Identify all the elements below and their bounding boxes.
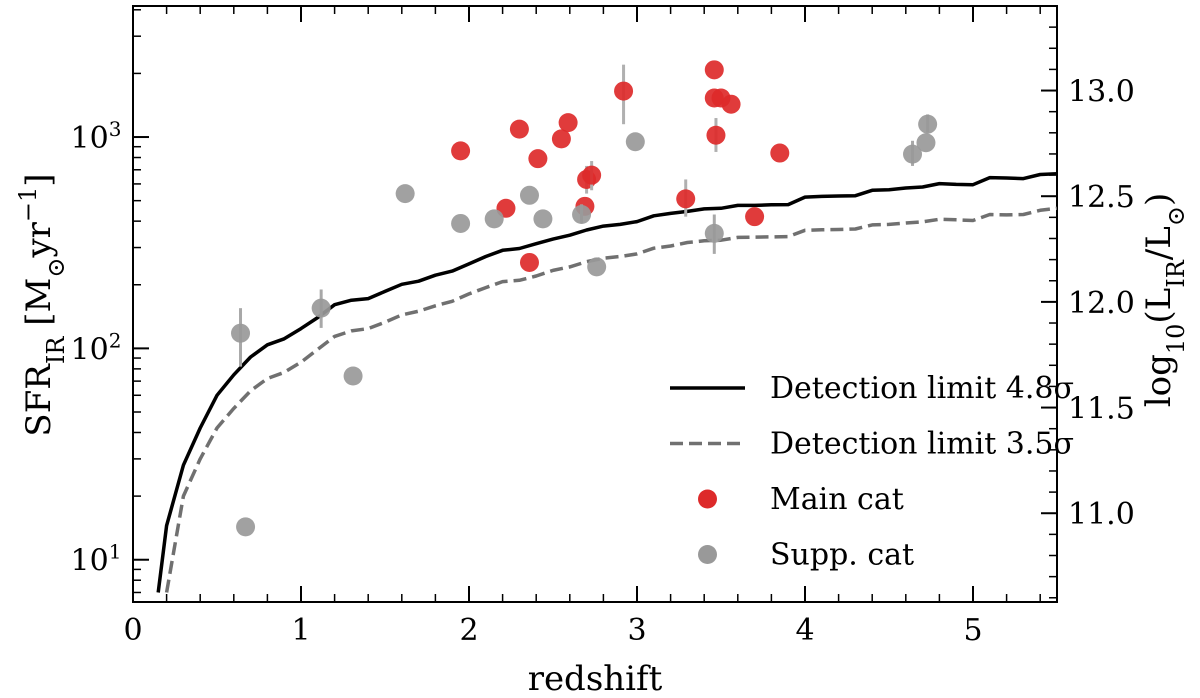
- legend-label-det48: Detection limit 4.8σ: [770, 371, 1074, 406]
- point-main: [551, 129, 571, 149]
- y-right-tick-label: 13.0: [1068, 75, 1135, 110]
- y-tick-label: 103: [71, 117, 122, 156]
- point-supp: [236, 517, 256, 537]
- point-supp: [587, 257, 607, 277]
- x-tick-label: 1: [291, 613, 310, 648]
- point-supp: [903, 144, 923, 164]
- plot-frame: [132, 5, 1058, 603]
- point-main: [558, 113, 578, 133]
- x-tick-label: 2: [459, 613, 478, 648]
- point-main: [528, 149, 548, 169]
- point-supp: [918, 114, 938, 134]
- point-supp: [625, 132, 645, 152]
- point-supp: [916, 133, 936, 153]
- x-tick-label: 0: [123, 613, 142, 648]
- legend-label-main: Main cat: [770, 482, 904, 517]
- point-supp: [451, 213, 471, 233]
- point-main: [582, 165, 602, 185]
- point-main: [706, 125, 726, 145]
- y-right-tick-label: 12.0: [1068, 286, 1135, 321]
- legend-swatch-main: [698, 489, 717, 509]
- x-tick-label: 5: [963, 613, 982, 648]
- tick-labels: 0 1 2 3 4 5 101 102 103 11.0 11.5 12.0 12.5 13.0: [71, 75, 1135, 648]
- point-main: [451, 141, 471, 161]
- point-main: [519, 252, 539, 272]
- point-supp: [519, 185, 539, 205]
- point-main: [614, 81, 634, 101]
- axis-ticks: [132, 5, 1057, 602]
- line-det35: [164, 206, 1057, 593]
- point-main: [745, 207, 765, 227]
- point-supp: [533, 209, 553, 229]
- point-main: [676, 189, 696, 209]
- legend-swatch-supp: [698, 545, 717, 564]
- x-tick-label: 3: [627, 613, 646, 648]
- point-main: [770, 143, 790, 163]
- x-tick-label: 4: [795, 613, 814, 648]
- point-supp: [231, 323, 251, 343]
- y-right-tick-label: 11.0: [1068, 497, 1135, 532]
- point-supp: [311, 298, 331, 318]
- point-main: [509, 119, 529, 139]
- point-main: [704, 60, 724, 80]
- y-tick-label: 101: [71, 540, 122, 579]
- point-supp: [395, 184, 415, 204]
- point-supp: [572, 205, 592, 225]
- y-axis-title-left: SFRIR [M⊙yr−1]: [14, 173, 70, 436]
- y-tick-label: 102: [71, 328, 122, 367]
- legend-label-supp: Supp. cat: [770, 538, 914, 573]
- legend: Detection limit 4.8σ Detection limit 3.5σ…: [670, 371, 1074, 573]
- y-right-tick-label: 12.5: [1068, 180, 1135, 215]
- legend-label-det35: Detection limit 3.5σ: [770, 427, 1074, 462]
- point-supp: [704, 223, 724, 243]
- y-right-tick-label: 11.5: [1068, 392, 1135, 427]
- plot-area: [132, 5, 1058, 603]
- point-supp: [343, 366, 363, 386]
- x-axis-title: redshift: [528, 659, 663, 698]
- point-supp: [484, 209, 504, 229]
- y-axis-title-right: log10(LIR/L⊙): [1139, 193, 1190, 407]
- detection-lines: [156, 172, 1057, 593]
- point-main: [721, 94, 741, 114]
- data-points: [231, 60, 938, 537]
- line-det48: [156, 172, 1057, 593]
